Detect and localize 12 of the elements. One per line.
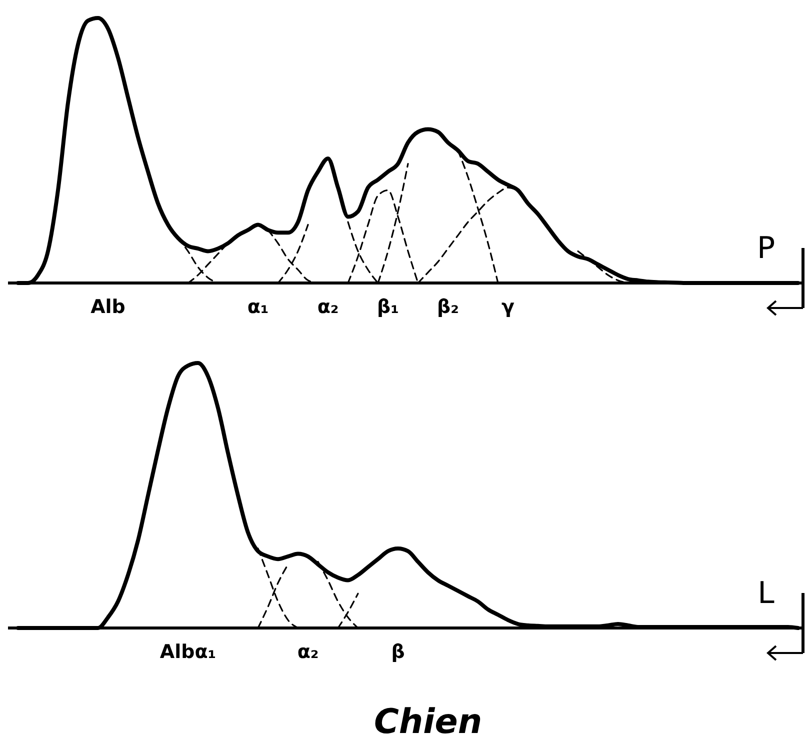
x-tick-label: β₁	[377, 296, 399, 318]
x-tick-label: α₂	[297, 641, 319, 663]
x-tick-label: α₁	[247, 296, 269, 318]
annotation: L	[758, 576, 775, 611]
x-tick-label: Albα₁	[160, 641, 216, 663]
x-tick-label: γ	[502, 296, 515, 318]
x-tick-label: β	[391, 641, 405, 663]
x-tick-label: β₂	[437, 296, 459, 318]
annotation: P	[756, 231, 776, 266]
x-axis-title: Chien	[374, 702, 482, 742]
x-tick-label: Alb	[90, 296, 126, 318]
x-tick-label: α₂	[317, 296, 339, 318]
